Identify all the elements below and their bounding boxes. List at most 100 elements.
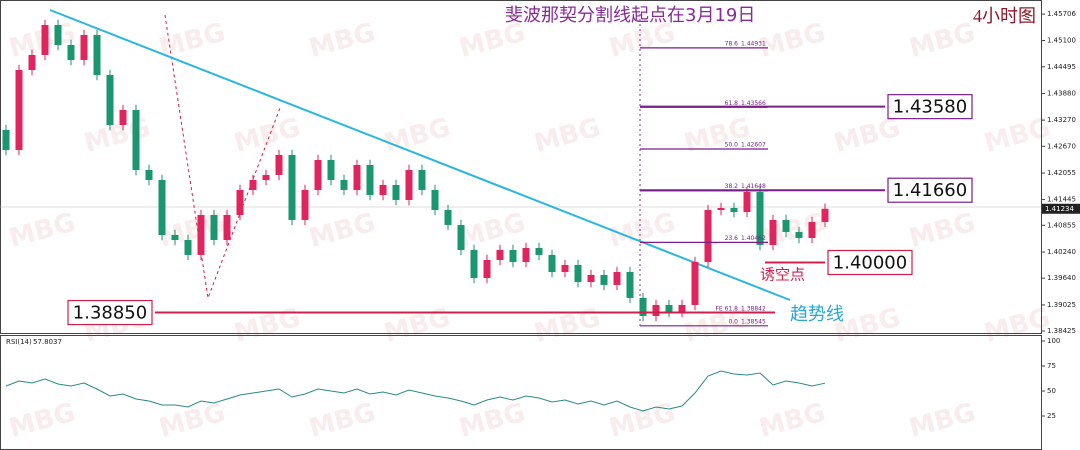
candle-body: [457, 224, 465, 250]
candle-body: [275, 154, 283, 175]
candle-body: [678, 304, 686, 312]
candle-body: [821, 208, 829, 222]
fib-level: 78.6: [725, 40, 739, 47]
key-level-box: [887, 177, 973, 203]
current-price-label: 1.41234: [1045, 205, 1074, 213]
candle-body: [470, 249, 478, 278]
fib-price: 1.38545: [741, 318, 766, 325]
y-tick-label: 75: [1047, 362, 1056, 370]
candle-body: [626, 271, 634, 298]
fib-level: 0.0: [728, 318, 738, 325]
candle-body: [132, 109, 140, 170]
fib-level: 23.6: [725, 235, 739, 242]
candle-body: [509, 249, 517, 262]
candle-body: [366, 164, 374, 195]
current-price-box: [1042, 203, 1080, 214]
candle-body: [158, 179, 166, 235]
candle-body: [197, 214, 205, 255]
candle-body: [535, 247, 543, 255]
candle-body: [314, 159, 322, 190]
candle-body: [613, 271, 621, 285]
candle-body: [769, 219, 777, 245]
main-frame: [0, 0, 1042, 334]
candle-body: [106, 75, 114, 125]
candle-body: [496, 249, 504, 260]
y-tick-label: 25: [1047, 412, 1056, 420]
key-level-label: 1.38850: [73, 303, 147, 324]
fib-level: FE 61.8: [715, 305, 738, 312]
candle-body: [574, 264, 582, 282]
candle-body: [262, 174, 270, 180]
candle-body: [665, 304, 673, 312]
y-tick-label: 1.43270: [1047, 116, 1076, 124]
fib-price: 1.42607: [741, 142, 766, 149]
key-level-box: [827, 249, 913, 276]
candle-body: [28, 54, 36, 70]
candle-body: [600, 274, 608, 285]
fib-price: 1.40462: [741, 235, 766, 242]
rsi-title: RSI(14): [6, 338, 32, 346]
candle-body: [431, 189, 439, 210]
candle-body: [340, 179, 348, 190]
fib-price: 1.38842: [741, 305, 766, 312]
candle-body: [418, 169, 426, 190]
trend-label: 趋势线: [790, 304, 844, 325]
candle-body: [15, 69, 23, 151]
candle-body: [483, 259, 491, 278]
rsi-current: 57.8037: [33, 338, 62, 346]
candle-body: [691, 261, 699, 305]
candle-body: [327, 159, 335, 180]
fib-price: 1.41648: [741, 183, 766, 190]
candle-body: [54, 24, 62, 46]
candle-body: [548, 254, 556, 272]
candle-body: [743, 191, 751, 212]
y-tick-label: 1.40855: [1047, 221, 1076, 229]
candle-body: [93, 34, 101, 76]
candle-body: [145, 169, 153, 180]
key-level-box: [67, 299, 153, 326]
candle-body: [236, 189, 244, 215]
y-tick-label: 1.40240: [1047, 248, 1076, 256]
candle-body: [561, 264, 569, 272]
bear-trap-label: 诱空点: [760, 266, 805, 284]
fib-level: 61.8: [725, 100, 739, 107]
key-level-label: 1.41660: [893, 180, 967, 201]
fib-price: 1.44931: [741, 40, 766, 47]
candle-body: [210, 214, 218, 240]
timeframe: 4小时图: [973, 6, 1036, 26]
y-tick-label: 1.45100: [1047, 36, 1076, 44]
rsi-line: [5, 370, 826, 412]
candle-body: [249, 179, 257, 190]
key-level-label: 1.40000: [833, 252, 907, 273]
candle-body: [405, 169, 413, 200]
candle-body: [184, 239, 192, 255]
candle-body: [301, 189, 309, 220]
candle-body: [80, 34, 88, 60]
title: 斐波那契分割线起点在3月19日: [505, 5, 755, 26]
candle-body: [756, 191, 764, 245]
y-tick-label: 1.45706: [1047, 10, 1076, 18]
candle-body: [171, 234, 179, 240]
y-tick-label: 1.44495: [1047, 63, 1076, 71]
candle-body: [392, 184, 400, 200]
candle-body: [717, 207, 725, 210]
candle-body: [444, 209, 452, 225]
fib-level: 38.2: [725, 183, 739, 190]
candle-body: [795, 231, 803, 238]
candle-body: [639, 297, 647, 316]
candle-body: [223, 214, 231, 240]
fib-price: 1.43566: [741, 100, 766, 107]
candle-body: [353, 164, 361, 190]
candle-body: [704, 209, 712, 262]
candle-body: [782, 219, 790, 232]
candle-body: [41, 24, 49, 55]
y-tick-label: 1.39025: [1047, 301, 1076, 309]
candle-body: [730, 207, 738, 212]
y-tick-label: 1.38425: [1047, 327, 1076, 335]
candle-body: [67, 45, 75, 60]
candle-body: [808, 221, 816, 238]
y-tick-label: 1.42670: [1047, 142, 1076, 150]
candle-body: [587, 274, 595, 282]
